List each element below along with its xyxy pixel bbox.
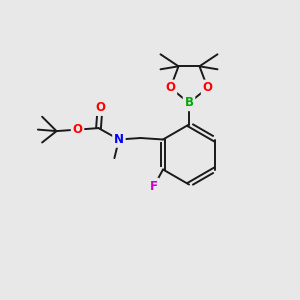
Text: F: F: [150, 179, 158, 193]
Text: N: N: [114, 133, 124, 146]
Text: O: O: [165, 81, 176, 94]
Text: B: B: [184, 96, 194, 110]
Text: O: O: [95, 101, 105, 114]
Text: O: O: [73, 123, 82, 136]
Text: O: O: [202, 81, 213, 94]
